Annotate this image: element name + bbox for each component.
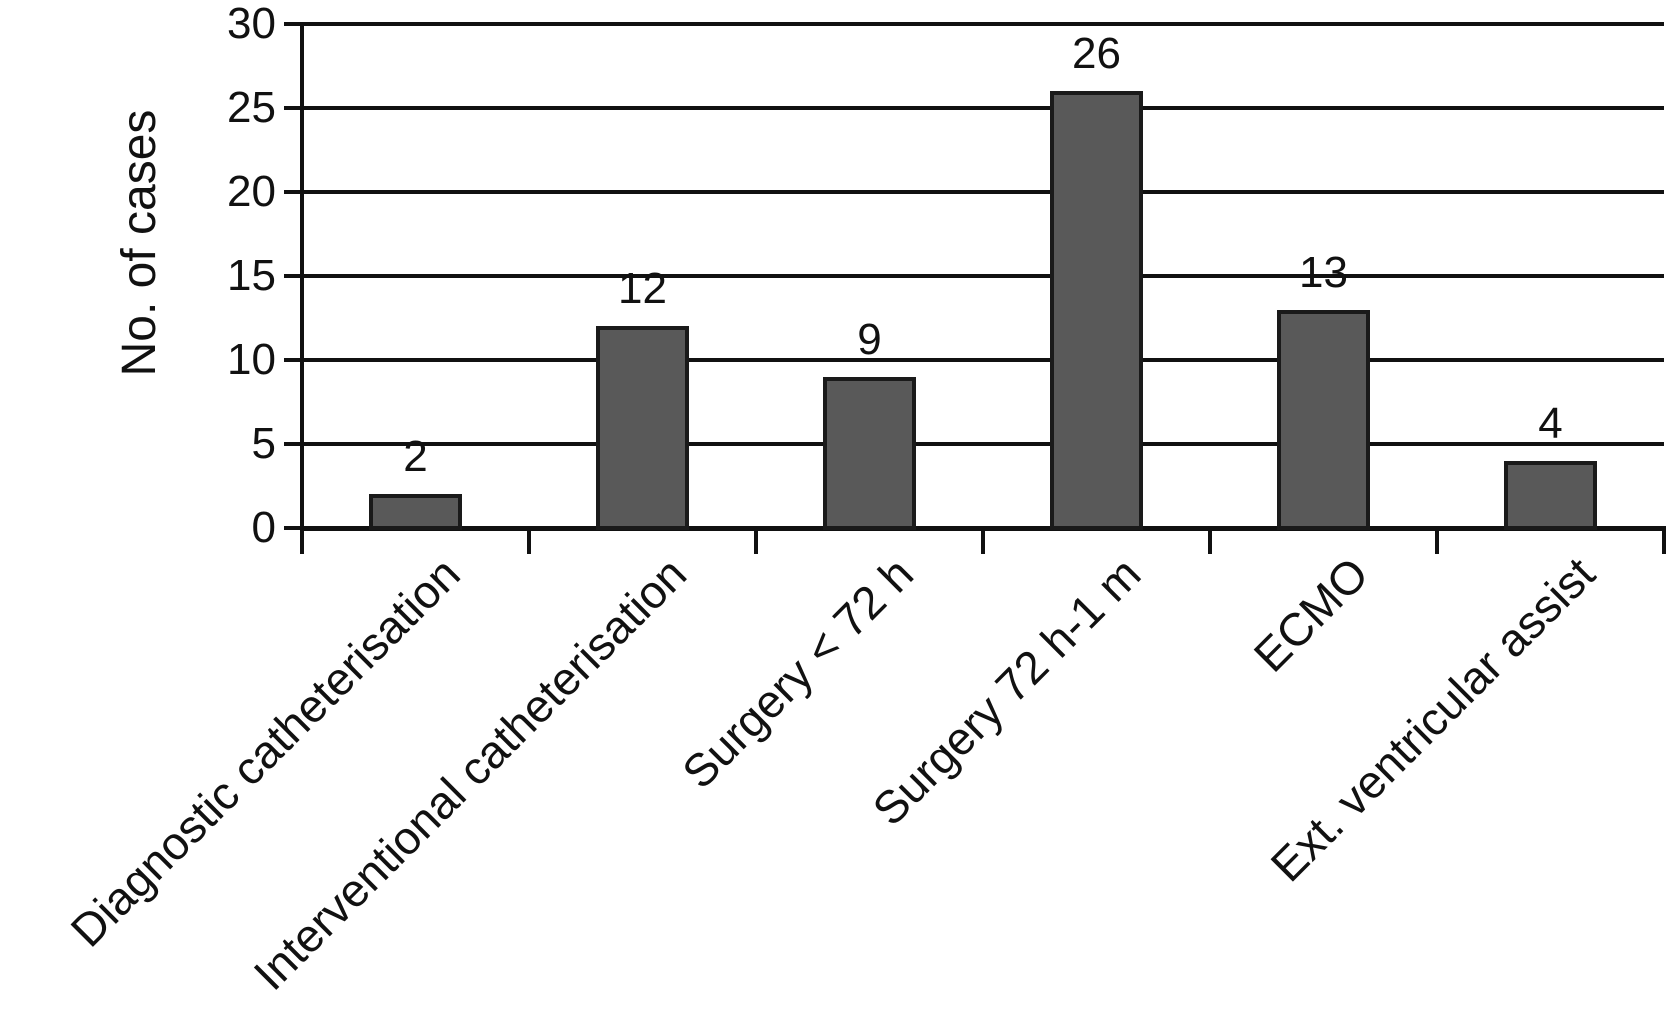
bar-value-label: 13 — [1299, 247, 1348, 297]
bar-6 — [1504, 460, 1597, 530]
gridline-y-15 — [302, 274, 1664, 278]
x-category-label: Diagnostic catheterisation — [60, 547, 470, 957]
bar-1 — [369, 494, 462, 530]
bar-value-label: 2 — [403, 432, 428, 482]
y-axis-line — [300, 22, 304, 554]
y-tick-label-0: 0 — [251, 503, 276, 552]
gridline-y-30 — [302, 22, 1664, 26]
y-tick-label-25: 25 — [227, 83, 276, 132]
bar-value-label: 12 — [618, 264, 667, 314]
x-category-label: Surgery < 72 h — [672, 547, 924, 799]
bar-value-label: 4 — [1538, 398, 1563, 448]
x-tick-6 — [1662, 528, 1666, 554]
y-tick-25 — [284, 106, 302, 110]
gridline-y-10 — [302, 358, 1664, 362]
y-tick-label-30: 30 — [227, 0, 276, 48]
x-tick-2 — [754, 528, 758, 554]
y-tick-5 — [284, 442, 302, 446]
gridline-y-20 — [302, 190, 1664, 194]
bar-2 — [596, 326, 689, 530]
bar-5 — [1277, 309, 1370, 530]
x-tick-4 — [1208, 528, 1212, 554]
y-tick-10 — [284, 358, 302, 362]
y-tick-label-5: 5 — [251, 419, 276, 468]
y-tick-0 — [284, 526, 302, 530]
x-tick-3 — [981, 528, 985, 554]
y-tick-label-15: 15 — [227, 251, 276, 300]
x-tick-1 — [527, 528, 531, 554]
y-tick-30 — [284, 22, 302, 26]
gridline-y-25 — [302, 106, 1664, 110]
y-tick-20 — [284, 190, 302, 194]
bar-value-label: 26 — [1072, 29, 1121, 79]
x-category-label: Interventional catheterisation — [243, 547, 697, 1000]
x-category-label: ECMO — [1243, 547, 1378, 682]
x-tick-5 — [1435, 528, 1439, 554]
bar-3 — [823, 376, 916, 530]
gridline-y-5 — [302, 442, 1664, 446]
y-tick-15 — [284, 274, 302, 278]
bar-4 — [1050, 91, 1143, 530]
y-tick-label-20: 20 — [227, 167, 276, 216]
y-tick-label-10: 10 — [227, 335, 276, 384]
bar-value-label: 9 — [857, 314, 882, 364]
